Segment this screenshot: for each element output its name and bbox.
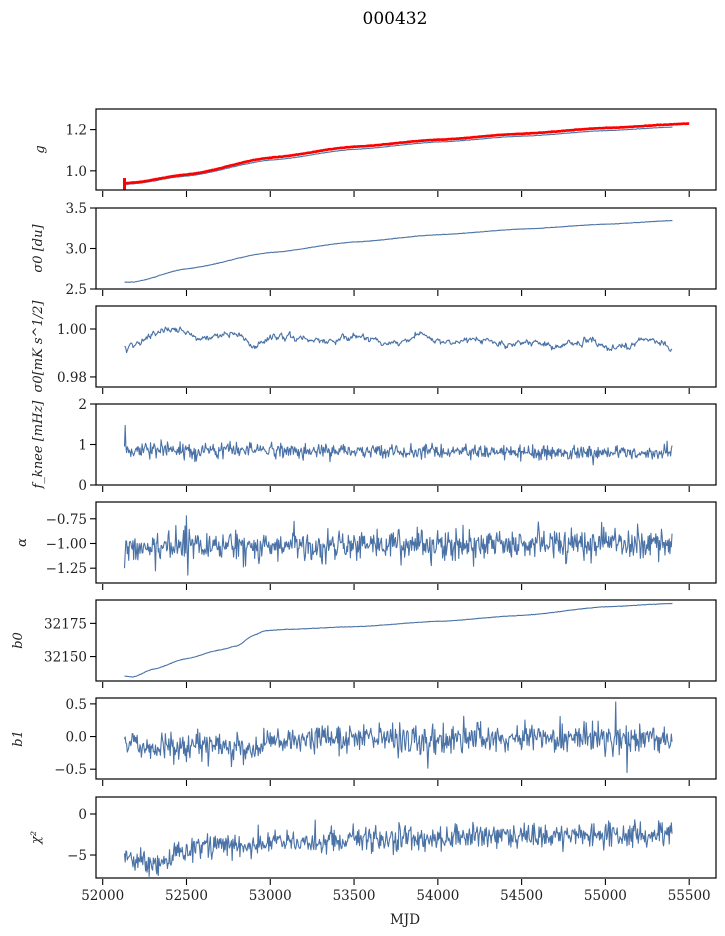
x-tick-label: 54500 [500,888,543,904]
series-line-alpha [123,515,673,576]
axes-frame [95,599,717,682]
y-axis-label-sigma0_mK: σ0[mK s^1/2] [31,300,46,393]
series-line-chi2 [123,819,673,877]
y-tick-label: 1 [78,438,87,454]
panel-b0: 32150 32175 b0 [11,599,717,688]
x-tick-label: 55000 [584,888,627,904]
y-tick-label: 1.2 [66,123,87,139]
series-line-b0 [124,602,673,678]
y-axis-label-chi2: χ² [29,831,44,845]
series-line-g [124,126,673,185]
series-line-sigma0_mK [124,326,673,354]
y-tick-label: 32175 [44,616,87,632]
axes-frame [95,697,717,780]
axes-frame [95,796,717,879]
y-tick-label: 3.0 [66,242,87,258]
y-axis-label-alpha: α [15,538,30,547]
x-tick-label: 52000 [81,888,124,904]
x-axis-label: MJD [390,912,420,928]
panel-g: 1.0 1.2 g [33,108,717,197]
y-axis-label-b1: b1 [11,730,26,747]
y-tick-label: 0.5 [66,697,87,713]
axes-frame [95,207,717,290]
axes-frame [95,305,717,388]
y-axis-label-sigma0_du: σ0 [du] [31,224,46,273]
y-tick-label: 32150 [44,650,87,666]
y-tick-label: −5 [67,848,87,864]
panel-chi2: −5 0 52000 52500 53000 53500 54000 54500 55000 55… [29,796,717,904]
y-tick-label: −0.75 [46,512,87,528]
axes-frame [95,501,717,584]
y-tick-label: 2 [78,397,87,413]
y-tick-label: −1.25 [46,561,87,577]
axes-frame [95,108,717,191]
x-tick-label: 53500 [333,888,376,904]
panel-sigma0_mK: 0.98 1.00 σ0[mK s^1/2] [31,300,717,394]
y-tick-label: 0.0 [66,730,87,746]
y-axis-label-fknee: f_knee [mHz] [31,400,46,490]
panel-b1: −0.5 0.0 0.5 b1 [11,697,717,786]
chart-title: 000432 [363,9,428,29]
y-tick-label: 0 [78,807,87,823]
y-tick-label: 3.5 [66,201,87,217]
panel-sigma0_du: 2.5 3.0 3.5 σ0 [du] [31,201,717,298]
series-line-b1 [123,701,673,774]
y-axis-label-b0: b0 [11,632,26,649]
x-tick-label: 53000 [249,888,292,904]
x-tick-label: 55500 [668,888,711,904]
panel-alpha: −1.25 −1.00 −0.75 α [15,501,717,590]
x-tick-label: 54000 [416,888,459,904]
y-tick-label: 1.00 [57,322,87,338]
series-line-sigma0_du [124,220,673,283]
panel-fknee: 0 1 2 f_knee [mHz] [31,397,717,494]
y-tick-label: 0.98 [57,370,87,386]
x-tick-label: 52500 [165,888,208,904]
y-tick-label: 1.0 [66,164,87,180]
series-line-fknee [123,424,673,466]
y-axis-label-g: g [33,145,48,153]
y-tick-label: 0 [78,478,87,494]
y-tick-label: 2.5 [66,282,87,298]
y-tick-label: −0.5 [54,762,87,778]
y-tick-label: −1.00 [46,536,87,552]
series-line-g_reference [124,122,690,185]
